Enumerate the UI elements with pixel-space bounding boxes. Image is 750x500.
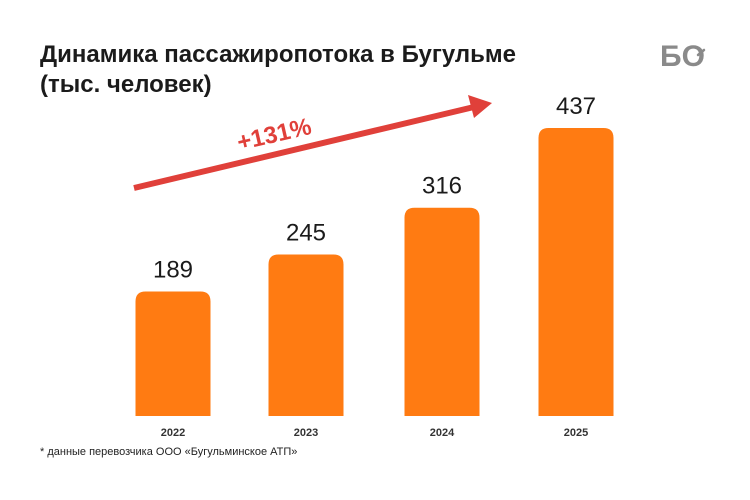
data-label-2024: 316 [422,173,462,200]
bo-logo-clock-hand [696,48,706,57]
bar-2024 [404,207,480,416]
x-tick-label-2023: 2023 [294,427,318,439]
data-label-2025: 437 [556,93,596,120]
bar-2025 [538,128,614,416]
chart-title-line-1: Динамика пассажиропотока в Бугульме [40,41,517,68]
data-label-2023: 245 [286,220,326,247]
x-tick-label-2025: 2025 [564,427,588,439]
bo-logo: БО [660,40,706,72]
chart-title-line-2: (тыс. человек) [40,71,212,98]
growth-arrowhead [468,95,492,118]
bar-2022 [135,291,211,416]
chart-title: Динамика пассажиропотока в Бугульме (тыс… [40,40,560,100]
bar-2023 [268,254,344,416]
x-tick-label-2024: 2024 [430,427,455,439]
growth-arrow [133,104,475,191]
x-tick-label-2022: 2022 [161,427,185,439]
source-footnote: * данные перевозчика ООО «Бугульминское … [40,446,298,458]
data-label-2022: 189 [153,256,193,283]
